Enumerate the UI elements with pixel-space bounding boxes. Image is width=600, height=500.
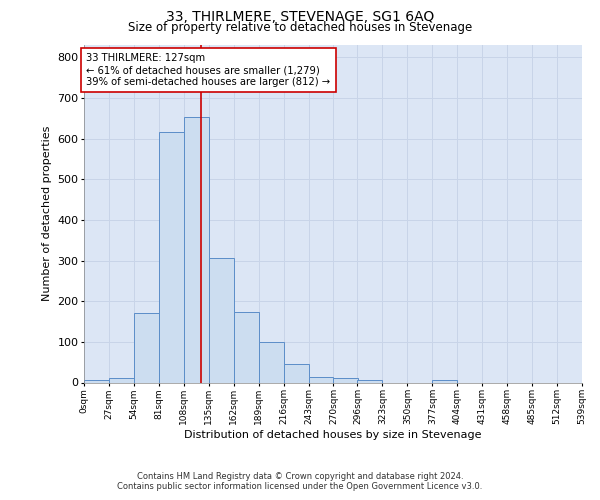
Bar — [109, 378, 134, 382]
Text: 33, THIRLMERE, STEVENAGE, SG1 6AQ: 33, THIRLMERE, STEVENAGE, SG1 6AQ — [166, 10, 434, 24]
Bar — [358, 380, 382, 382]
Bar — [233, 312, 259, 382]
Bar — [209, 258, 233, 382]
Bar — [308, 377, 334, 382]
Bar — [259, 342, 284, 382]
Text: 33 THIRLMERE: 127sqm
← 61% of detached houses are smaller (1,279)
39% of semi-de: 33 THIRLMERE: 127sqm ← 61% of detached h… — [86, 54, 331, 86]
Bar — [433, 380, 457, 382]
Y-axis label: Number of detached properties: Number of detached properties — [42, 126, 52, 302]
Bar — [159, 132, 184, 382]
Bar — [84, 380, 109, 382]
Text: Size of property relative to detached houses in Stevenage: Size of property relative to detached ho… — [128, 21, 472, 34]
X-axis label: Distribution of detached houses by size in Stevenage: Distribution of detached houses by size … — [184, 430, 482, 440]
Bar — [184, 117, 209, 382]
Text: Contains HM Land Registry data © Crown copyright and database right 2024.
Contai: Contains HM Land Registry data © Crown c… — [118, 472, 482, 491]
Bar — [334, 378, 358, 382]
Bar — [134, 314, 159, 382]
Bar — [284, 364, 308, 382]
